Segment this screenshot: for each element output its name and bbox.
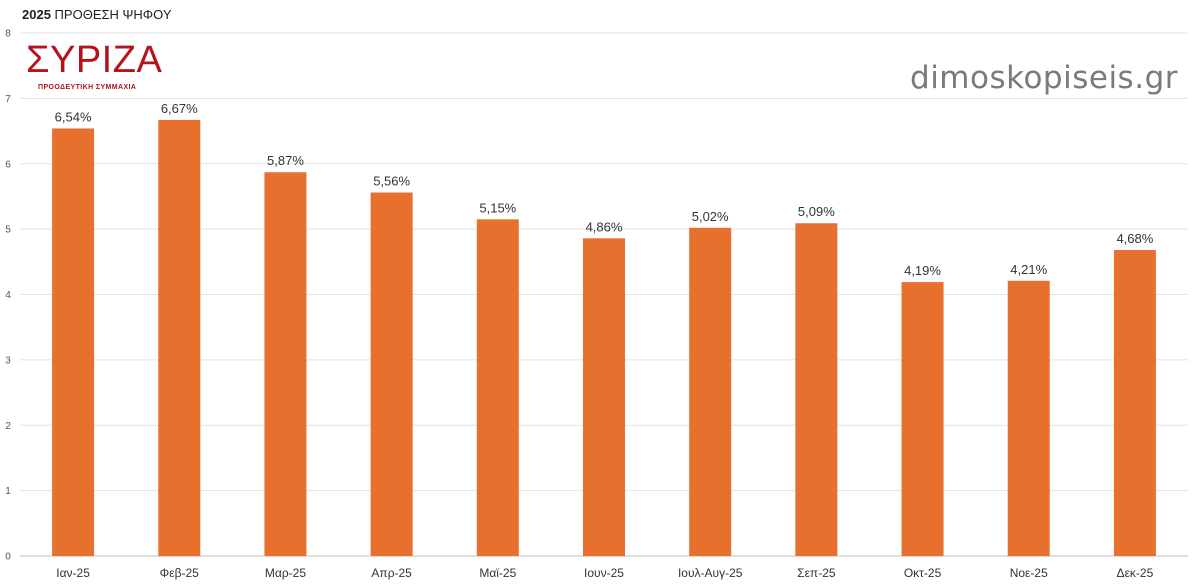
data-label: 5,15%	[479, 200, 516, 215]
x-tick-label: Σεπ-25	[797, 566, 836, 580]
y-tick-label: 3	[5, 355, 11, 366]
data-label: 5,02%	[692, 209, 729, 224]
x-tick-label: Μαϊ-25	[479, 566, 516, 580]
x-tick-label: Οκτ-25	[904, 566, 942, 580]
chart-title-year: 2025	[22, 7, 51, 22]
data-label: 6,67%	[161, 101, 198, 116]
bar	[901, 282, 944, 556]
chart-title: 2025 ΠΡΟΘΕΣΗ ΨΗΦΟΥ	[22, 7, 172, 22]
chart-title-text: ΠΡΟΘΕΣΗ ΨΗΦΟΥ	[54, 7, 172, 22]
data-label: 4,21%	[1010, 262, 1047, 277]
y-tick-label: 1	[5, 486, 11, 497]
watermark: dimoskopiseis.gr	[910, 60, 1178, 96]
data-label: 4,19%	[904, 263, 941, 278]
y-tick-label: 0	[5, 552, 11, 563]
y-tick-label: 4	[5, 290, 11, 301]
bar	[1113, 250, 1156, 557]
bar	[583, 238, 625, 556]
bar	[476, 219, 519, 556]
x-tick-label: Φεβ-25	[160, 566, 199, 580]
bar	[370, 192, 413, 556]
x-tick-label: Νοε-25	[1010, 566, 1048, 580]
x-tick-label: Ιουν-25	[584, 566, 624, 580]
logo-subtitle: ΠΡΟΟΔΕΥΤΙΚΗ ΣΥΜΜΑΧΙΑ	[38, 84, 137, 91]
logo-name: ΣΥΡΙΖΑ	[26, 39, 163, 81]
bar	[158, 119, 201, 556]
data-label: 5,87%	[267, 153, 304, 168]
data-label: 5,56%	[373, 174, 410, 189]
y-tick-label: 5	[5, 225, 11, 236]
y-tick-label: 7	[5, 94, 11, 105]
x-tick-label: Δεκ-25	[1117, 566, 1154, 580]
data-label: 5,09%	[798, 204, 835, 219]
bar	[52, 128, 95, 556]
data-label: 6,54%	[55, 109, 92, 124]
x-tick-label: Ιουλ-Αυγ-25	[678, 566, 743, 580]
bar	[1007, 280, 1050, 556]
x-tick-label: Ιαν-25	[56, 566, 90, 580]
y-tick-label: 8	[5, 29, 11, 40]
data-label: 4,86%	[586, 219, 623, 234]
bar	[264, 172, 307, 556]
bar	[689, 227, 732, 556]
x-tick-label: Μαρ-25	[265, 566, 306, 580]
syriza-logo: ΣΥΡΙΖΑ ΠΡΟΟΔΕΥΤΙΚΗ ΣΥΜΜΑΧΙΑ	[26, 40, 162, 98]
x-tick-label: Απρ-25	[371, 566, 412, 580]
y-tick-label: 6	[5, 159, 11, 170]
data-label: 4,68%	[1116, 231, 1153, 246]
y-tick-label: 2	[5, 421, 11, 432]
bar	[795, 223, 838, 556]
